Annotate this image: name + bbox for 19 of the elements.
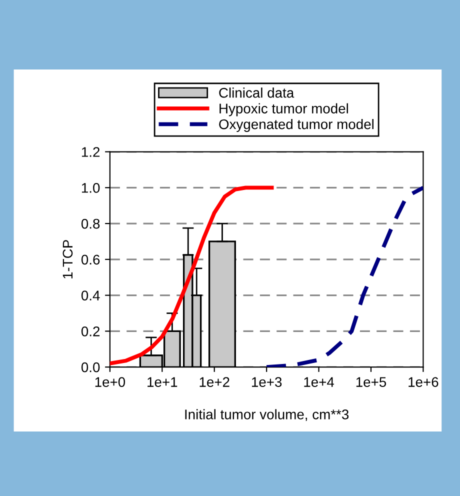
y-tick-label: 0.6 bbox=[81, 254, 100, 265]
y-tick-label: 1.0 bbox=[82, 182, 100, 193]
x-tick-label: 1e+2 bbox=[200, 377, 230, 387]
x-tick-label: 1e+6 bbox=[408, 377, 438, 387]
y-axis-title: 1-TCP bbox=[62, 240, 73, 278]
y-tick-label: 0.0 bbox=[81, 362, 100, 372]
x-tick-label: 1e+5 bbox=[356, 377, 386, 387]
x-axis-title: Initial tumor volume, cm**3 bbox=[185, 409, 349, 421]
x-tick-label: 1e+0 bbox=[95, 377, 126, 387]
legend-label: Hypoxic tumor model bbox=[220, 103, 348, 116]
y-tick-label: 1.2 bbox=[82, 147, 100, 157]
legend-label: Oxygenated tumor model bbox=[219, 118, 374, 132]
x-tick-label: 1e+1 bbox=[148, 377, 178, 387]
y-tick-label: 0.2 bbox=[81, 326, 100, 336]
x-tick-label: 1e+3 bbox=[252, 377, 282, 387]
y-tick-label: 0.4 bbox=[81, 290, 100, 300]
y-tick-label: 0.8 bbox=[81, 218, 100, 229]
x-tick-label: 1e+4 bbox=[304, 377, 334, 387]
legend-label: Clinical data bbox=[219, 88, 294, 98]
